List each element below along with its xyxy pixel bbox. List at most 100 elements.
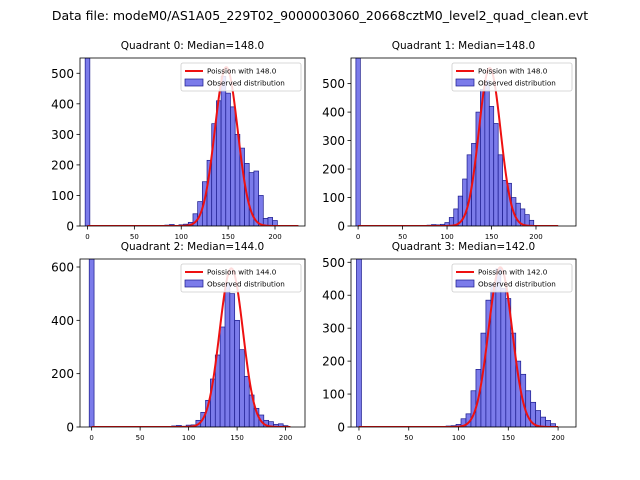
subplot-title: Quadrant 3: Median=142.0 — [392, 241, 535, 253]
legend-curve-label: Poission with 144.0 — [207, 268, 277, 277]
histogram-bar — [540, 416, 546, 427]
plot-area — [356, 259, 559, 427]
y-tick-label: 200 — [51, 158, 74, 172]
histogram-bar — [500, 288, 507, 427]
histogram-bar — [224, 282, 231, 427]
figure-suptitle: Data file: modeM0/AS1A05_229T02_90000030… — [52, 8, 588, 23]
poisson-curve — [358, 66, 559, 226]
subplot-quadrant-2: Quadrant 2: Median=144.0 0 50 100 150 200 0 200… — [51, 241, 306, 442]
legend: Poission with 148.0 Observed distribution — [180, 62, 302, 92]
subplot-title: Quadrant 1: Median=148.0 — [392, 40, 535, 52]
legend-bar-label: Observed distribution — [478, 79, 556, 88]
legend-box — [180, 263, 302, 293]
x-tick-label: 100 — [452, 434, 465, 442]
x-tick-label: 150 — [485, 233, 498, 241]
y-tick-label: 0 — [337, 421, 345, 435]
histogram-bar — [216, 100, 222, 226]
x-tick-label: 50 — [398, 233, 407, 241]
histogram-bar — [484, 80, 490, 226]
histogram-bar — [258, 195, 264, 226]
y-tick-label: 600 — [51, 261, 74, 275]
y-tick-label: 100 — [51, 189, 74, 203]
histogram-bar — [356, 259, 362, 427]
legend: Poission with 142.0 Observed distribution — [451, 263, 573, 293]
y-tick-label: 300 — [322, 322, 345, 336]
plot-area — [355, 58, 559, 226]
x-tick-label: 50 — [136, 434, 145, 442]
histogram-bar — [229, 293, 236, 427]
subplot-quadrant-0: Quadrant 0: Median=148.0 0 50 100 150 200 0 100… — [51, 40, 306, 241]
histogram-bar — [488, 106, 495, 226]
subplot-title: Quadrant 0: Median=148.0 — [121, 40, 264, 52]
y-tick-label: 500 — [322, 77, 345, 91]
x-tick-label: 200 — [268, 233, 281, 241]
y-tick-label: 400 — [51, 97, 74, 111]
subplot-title: Quadrant 2: Median=144.0 — [121, 241, 264, 253]
x-tick-label: 0 — [357, 434, 361, 442]
legend-box — [451, 62, 573, 92]
legend: Poission with 148.0 Observed distribution — [451, 62, 573, 92]
histogram-bar — [225, 92, 231, 226]
histogram-bar — [219, 326, 226, 427]
y-tick-label: 300 — [322, 134, 345, 148]
legend-bar-swatch — [455, 78, 475, 87]
axes-frame — [79, 57, 306, 227]
legend-bar-label: Observed distribution — [478, 280, 556, 289]
y-tick-label: 400 — [322, 289, 345, 303]
y-tick-label: 0 — [337, 220, 345, 234]
histogram-bar — [355, 58, 361, 226]
legend-bar-label: Observed distribution — [207, 79, 285, 88]
poisson-curve — [87, 66, 299, 226]
y-tick-label: 200 — [322, 355, 345, 369]
histogram-bar — [234, 319, 240, 427]
x-tick-label: 0 — [356, 233, 360, 241]
y-tick-label: 400 — [322, 106, 345, 120]
x-tick-label: 200 — [529, 233, 542, 241]
x-tick-label: 0 — [85, 233, 89, 241]
legend-bar-swatch — [184, 279, 204, 288]
legend-bar-swatch — [455, 279, 475, 288]
histogram-bar — [244, 375, 250, 427]
histogram-bar — [495, 268, 502, 427]
axes-frame — [350, 258, 577, 428]
subplot-quadrant-3: Quadrant 3: Median=142.0 0 50 100 150 200 0 100… — [322, 241, 577, 442]
y-tick-label: 200 — [322, 163, 345, 177]
x-tick-label: 100 — [175, 233, 188, 241]
histogram-bar — [84, 58, 91, 226]
legend: Poission with 144.0 Observed distribution — [180, 263, 302, 293]
histogram-bar — [239, 349, 245, 427]
y-tick-label: 100 — [322, 191, 345, 205]
x-tick-label: 50 — [130, 233, 139, 241]
subplot-quadrant-1: Quadrant 1: Median=148.0 0 50 100 150 200 0 100… — [322, 40, 577, 241]
y-tick-label: 0 — [66, 421, 74, 435]
legend-curve-label: Poission with 148.0 — [207, 67, 277, 76]
y-tick-label: 100 — [322, 388, 345, 402]
histogram-bar — [267, 217, 274, 226]
legend-curve-label: Poission with 142.0 — [478, 268, 548, 277]
x-tick-label: 100 — [440, 233, 453, 241]
histogram-bar — [493, 123, 499, 226]
x-tick-label: 50 — [404, 434, 413, 442]
x-tick-label: 200 — [551, 434, 564, 442]
axes-frame — [79, 258, 306, 428]
y-tick-label: 200 — [51, 367, 74, 381]
histogram-bar — [230, 106, 236, 226]
legend-bar-swatch — [184, 78, 204, 87]
legend-curve-label: Poission with 148.0 — [478, 67, 548, 76]
histogram-bar — [497, 154, 503, 226]
histogram-bar — [88, 259, 95, 427]
x-tick-label: 0 — [89, 434, 93, 442]
plot-area — [84, 58, 299, 226]
x-tick-label: 200 — [279, 434, 292, 442]
y-tick-label: 500 — [51, 67, 74, 81]
y-tick-label: 400 — [51, 314, 74, 328]
y-tick-label: 0 — [66, 220, 74, 234]
x-tick-label: 100 — [182, 434, 195, 442]
histogram-bar — [502, 180, 508, 226]
legend-bar-label: Observed distribution — [207, 280, 285, 289]
histogram-bar — [524, 214, 530, 226]
x-tick-label: 150 — [502, 434, 515, 442]
y-tick-label: 500 — [322, 256, 345, 270]
histogram-bar — [220, 75, 227, 226]
